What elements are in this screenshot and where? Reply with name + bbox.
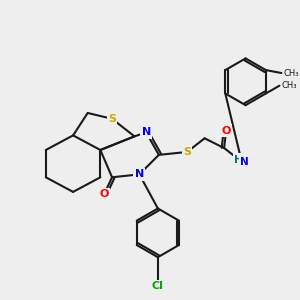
- Text: O: O: [100, 189, 109, 199]
- Text: Cl: Cl: [152, 281, 164, 291]
- Text: S: S: [183, 147, 191, 157]
- Text: N: N: [142, 128, 151, 137]
- Text: S: S: [108, 114, 116, 124]
- Text: N: N: [135, 169, 144, 179]
- Text: H: H: [234, 155, 243, 165]
- Text: N: N: [240, 157, 249, 167]
- Text: O: O: [221, 125, 231, 136]
- Text: CH₃: CH₃: [284, 68, 299, 77]
- Text: CH₃: CH₃: [281, 81, 297, 90]
